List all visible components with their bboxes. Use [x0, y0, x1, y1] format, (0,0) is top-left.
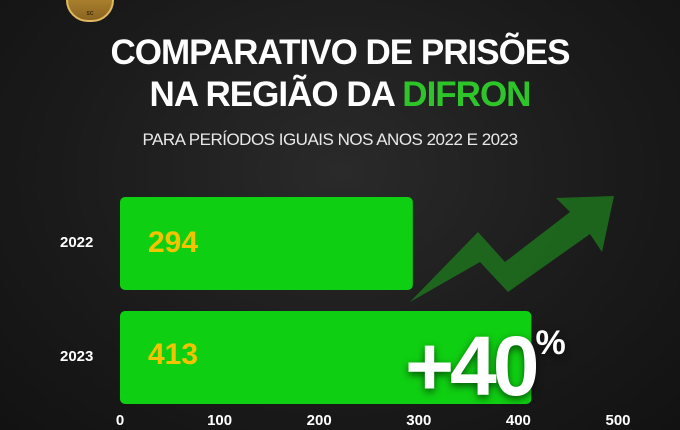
bar-2022	[120, 197, 413, 290]
x-tick-300: 300	[406, 412, 432, 429]
x-tick-0: 0	[115, 412, 125, 429]
logo-text: SC	[86, 11, 94, 17]
chart-title-line2: NA REGIÃO DA DIFRON	[0, 74, 680, 116]
value-label-2022: 294	[148, 226, 199, 259]
bar-2023	[120, 311, 532, 404]
y-label-2023: 2023	[60, 348, 94, 365]
chart-subtitle: PARA PERÍODOS IGUAIS NOS ANOS 2022 E 202…	[142, 130, 518, 149]
y-label-2022: 2022	[60, 234, 94, 251]
value-label-2023: 413	[148, 338, 199, 371]
x-tick-400: 400	[505, 412, 531, 429]
x-tick-500: 500	[605, 412, 631, 429]
chart-title-line1: COMPARATIVO DE PRISÕES	[110, 33, 571, 72]
title-highlight: DIFRON	[402, 75, 531, 114]
title-prefix: NA REGIÃO DA	[149, 75, 403, 114]
x-tick-200: 200	[306, 412, 332, 429]
x-tick-100: 100	[207, 412, 233, 429]
trend-up-arrow-icon	[410, 196, 614, 302]
percent-increase: +40%	[405, 318, 566, 415]
percent-value: +40	[405, 319, 539, 413]
percent-sign: %	[535, 324, 566, 362]
